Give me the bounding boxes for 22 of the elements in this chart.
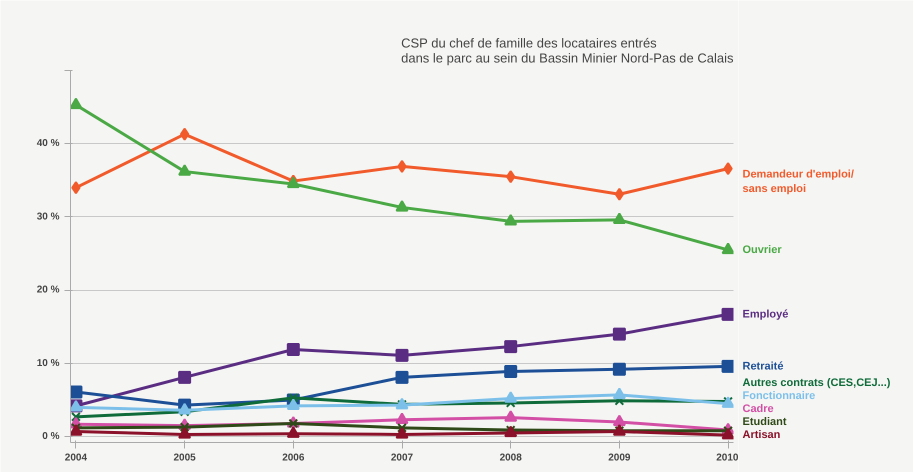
series-label: Cadre <box>742 403 774 416</box>
x-tick-label: 2007 <box>390 452 414 464</box>
series-label: Fonctionnaire <box>742 390 816 402</box>
series-label: Artisan <box>742 429 781 442</box>
x-tick-label: 2005 <box>174 452 196 464</box>
series-label: Retraité <box>742 360 784 372</box>
y-tick-label: 40 % <box>36 138 60 150</box>
chart-title: CSP du chef de famille des locataires entrés dans le parc au sein du Bassin Minier Nord-Pas de Calais <box>401 36 734 66</box>
y-tick-label: 20 % <box>36 284 60 296</box>
y-tick-label: 0 % <box>42 431 60 442</box>
series-label: Ouvrier <box>742 244 782 256</box>
x-tick-label: 2006 <box>282 452 305 464</box>
x-tick-label: 2010 <box>716 452 739 464</box>
x-tick-label: 2008 <box>500 452 522 464</box>
series-label: Etudiant <box>742 416 787 428</box>
x-tick-label: 2009 <box>608 452 631 464</box>
series-label: Employé <box>742 308 788 320</box>
y-tick-label: 30 % <box>36 211 60 222</box>
x-tick-label: 2004 <box>64 452 88 464</box>
series-label: Demandeur d'emploi/ sans emploi <box>742 168 854 196</box>
y-tick-label: 10 % <box>36 358 60 369</box>
series-label: Autres contrats (CES,CEJ...) <box>742 377 891 390</box>
